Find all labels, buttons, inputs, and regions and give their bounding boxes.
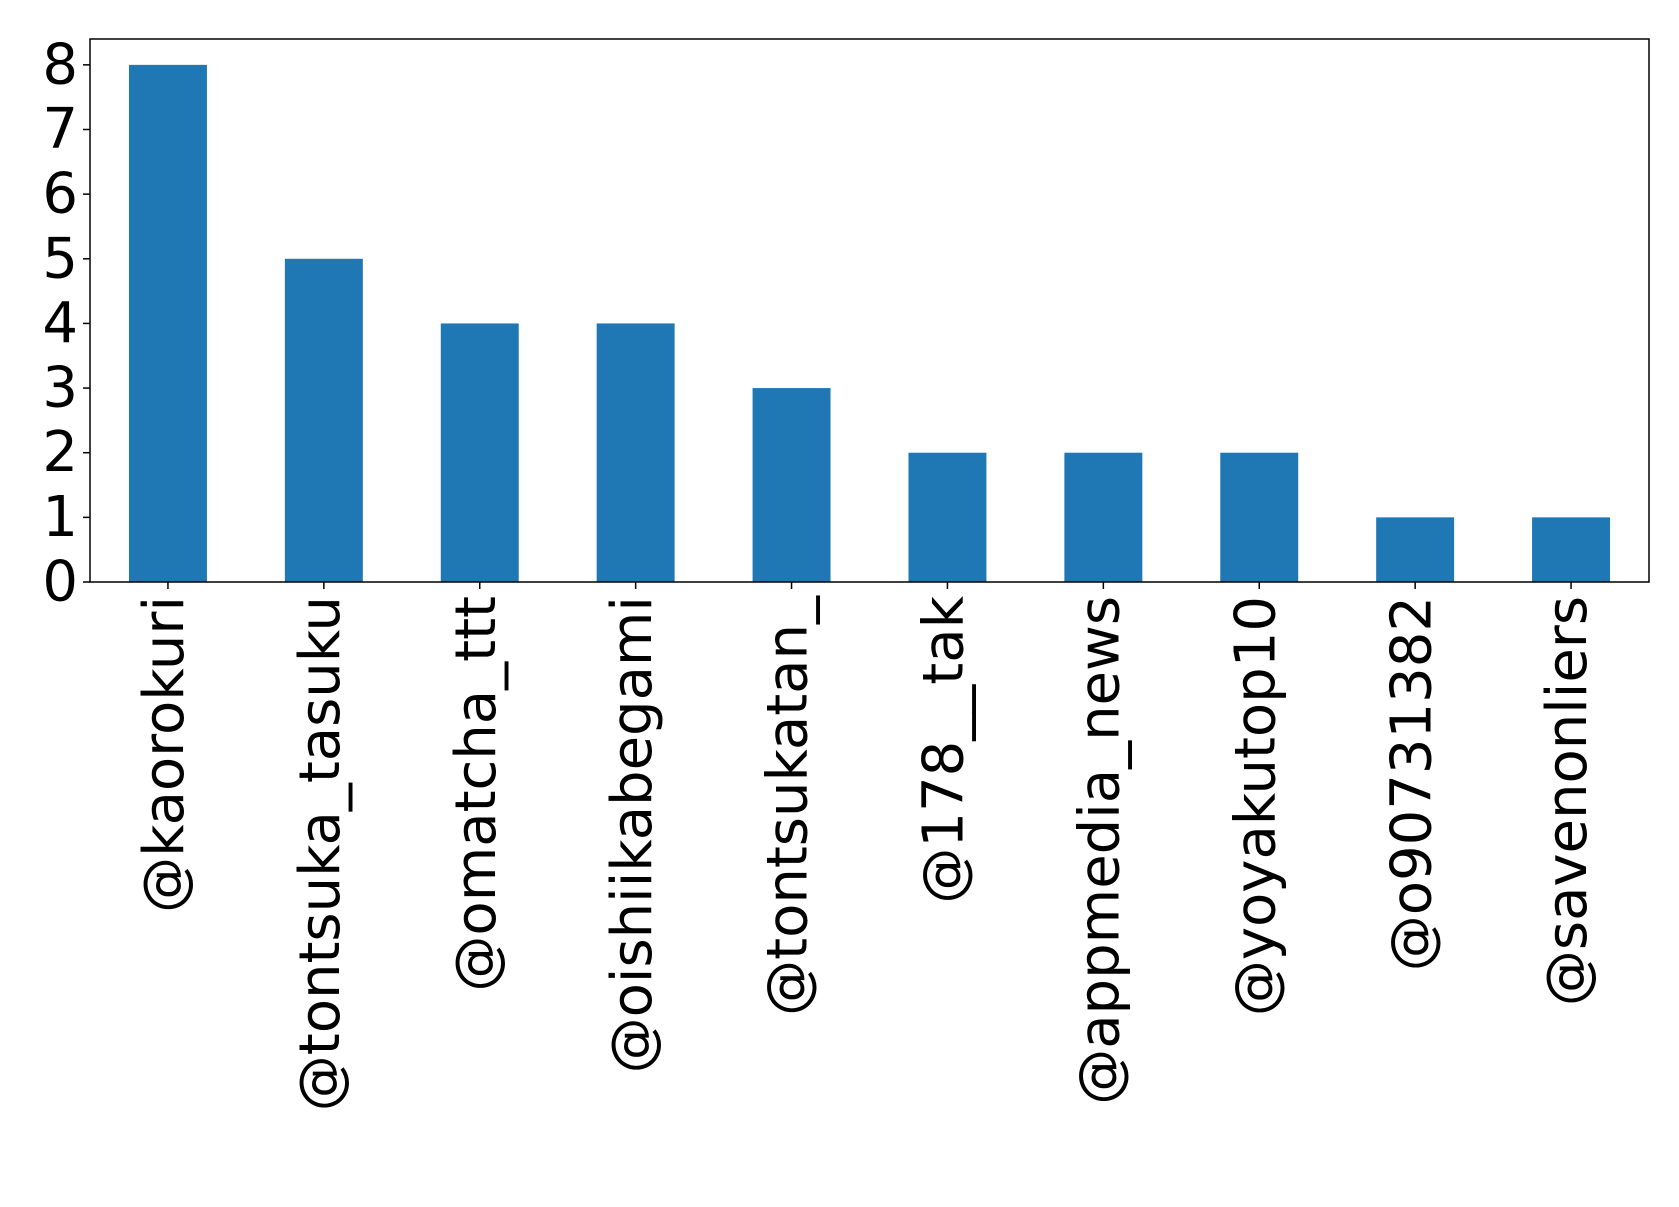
x-tick-label: @savenonliers: [1535, 596, 1600, 1006]
y-tick-label: 8: [42, 32, 78, 97]
y-tick-label: 0: [42, 550, 78, 615]
bar-omatcha-ttt: [440, 323, 519, 582]
bars-layer: [128, 64, 1611, 583]
y-tick-label: 5: [42, 226, 78, 291]
y-tick-label: 6: [42, 162, 78, 227]
x-tick-label: @omatcha_ttt: [444, 596, 509, 992]
x-axis: @kaorokuri @tontsuka_tasuku @omatcha_ttt @o…: [132, 582, 1600, 1111]
bar-178-tak: [908, 452, 987, 582]
bar-kaorokuri: [128, 64, 207, 583]
y-tick-label: 4: [42, 291, 78, 356]
y-tick-label: 2: [42, 420, 78, 485]
bar-savenonliers: [1532, 517, 1611, 582]
x-tick-label: @kaorokuri: [132, 596, 197, 913]
bar-yoyakutop10: [1220, 452, 1299, 582]
y-tick-label: 3: [42, 356, 78, 421]
bar-tontsukatan: [752, 388, 831, 582]
x-tick-label: @o90731382: [1379, 596, 1444, 971]
x-tick-label: @178__tak: [912, 595, 977, 903]
x-tick-label: @oishiikabegami: [600, 596, 665, 1073]
x-tick-label: @yoyakutop10: [1223, 596, 1288, 1016]
y-tick-label: 7: [42, 97, 78, 162]
plot-frame: [89, 38, 1650, 583]
y-tick-label: 1: [42, 485, 78, 550]
x-tick-label: @tontsuka_tasuku: [288, 596, 353, 1111]
x-tick-label: @appmedia_news: [1067, 596, 1132, 1105]
bar-appmedia-news: [1064, 452, 1143, 582]
bar-oishiikabegami: [596, 323, 675, 582]
bar-o90731382: [1376, 517, 1455, 582]
bar-tontsuka-tasuku: [284, 258, 363, 582]
x-tick-label: @tontsukatan_: [756, 595, 821, 1016]
